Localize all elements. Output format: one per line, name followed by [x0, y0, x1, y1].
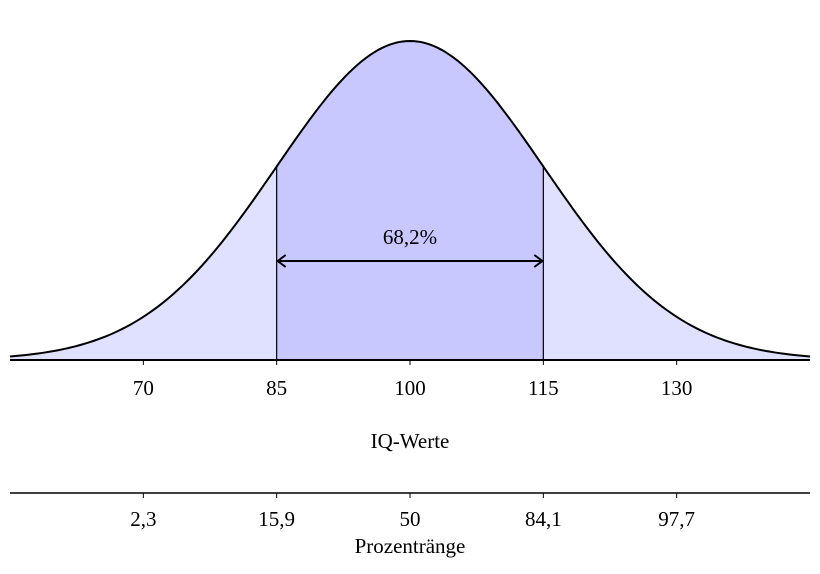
- band-label: 68,2%: [383, 225, 437, 249]
- band-area: [276, 41, 544, 360]
- second-axis-tick-label: 84,1: [525, 507, 562, 531]
- x-tick-label: 115: [528, 376, 559, 400]
- second-axis-tick-label: 2,3: [130, 507, 156, 531]
- x-tick-label: 130: [661, 376, 693, 400]
- x-tick-label: 70: [133, 376, 154, 400]
- second-axis-label: Prozentränge: [355, 534, 466, 558]
- arrow-head: [533, 254, 544, 268]
- x-axis-label: IQ-Werte: [371, 429, 450, 453]
- second-axis-tick-label: 15,9: [258, 507, 295, 531]
- curve: [9, 39, 811, 358]
- x-tick-label: 85: [266, 376, 287, 400]
- x-tick-label: 100: [394, 376, 426, 400]
- second-axis-tick-label: 50: [400, 507, 421, 531]
- arrow-head: [276, 254, 287, 268]
- second-axis-tick-label: 97,7: [658, 507, 695, 531]
